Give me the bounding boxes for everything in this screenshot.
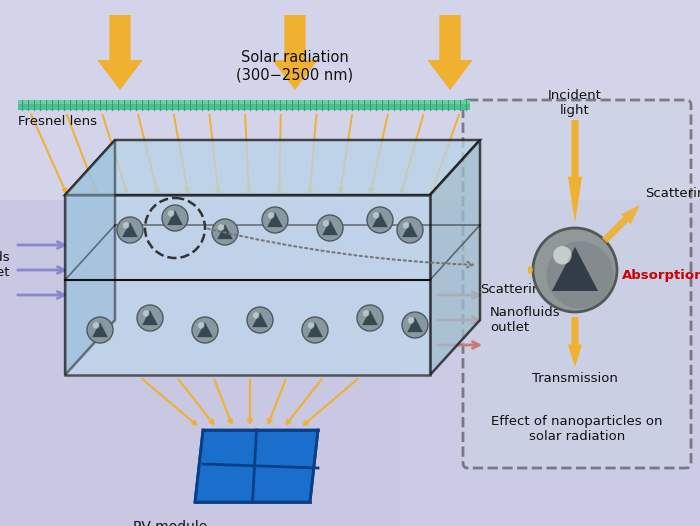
Circle shape (302, 317, 328, 343)
Text: Nanofluids
outlet: Nanofluids outlet (490, 306, 561, 334)
Circle shape (357, 305, 383, 331)
Bar (400, 0, 700, 526)
Bar (18, 100, 470, 104)
Polygon shape (65, 140, 115, 375)
Polygon shape (362, 310, 378, 325)
Bar (18, 100, 470, 110)
Polygon shape (195, 430, 318, 502)
Circle shape (123, 222, 130, 229)
Polygon shape (427, 15, 473, 90)
Polygon shape (402, 222, 418, 237)
Polygon shape (372, 212, 388, 227)
Text: Scattering: Scattering (480, 284, 549, 297)
Circle shape (93, 322, 99, 329)
Polygon shape (528, 263, 533, 277)
Bar (65, 195, 430, 375)
Circle shape (117, 217, 143, 243)
Polygon shape (568, 120, 582, 223)
Bar (0, 0, 700, 200)
Circle shape (323, 220, 330, 227)
Text: Incident
light: Incident light (548, 89, 602, 117)
Circle shape (253, 312, 260, 319)
Circle shape (308, 322, 314, 329)
Circle shape (317, 215, 343, 241)
Polygon shape (568, 317, 582, 367)
Polygon shape (407, 317, 423, 332)
Polygon shape (142, 310, 158, 325)
Circle shape (198, 322, 204, 329)
FancyBboxPatch shape (463, 100, 691, 468)
Circle shape (192, 317, 218, 343)
Circle shape (402, 312, 428, 338)
Text: PV module: PV module (133, 520, 207, 526)
Circle shape (262, 207, 288, 233)
Text: Scattering: Scattering (645, 187, 700, 200)
Polygon shape (267, 212, 283, 227)
Polygon shape (552, 247, 598, 291)
Text: Fresnel lens: Fresnel lens (18, 115, 97, 128)
Text: Absorption: Absorption (622, 268, 700, 281)
Polygon shape (65, 140, 480, 195)
Text: Transmission: Transmission (532, 372, 618, 385)
Circle shape (373, 212, 379, 219)
Circle shape (268, 212, 274, 219)
Circle shape (87, 317, 113, 343)
Polygon shape (252, 312, 268, 327)
Polygon shape (602, 205, 640, 243)
Circle shape (247, 307, 273, 333)
Polygon shape (97, 15, 143, 90)
Circle shape (168, 210, 174, 217)
Text: Solar radiation
(300−2500 nm): Solar radiation (300−2500 nm) (237, 50, 354, 83)
Circle shape (162, 205, 188, 231)
Polygon shape (272, 15, 318, 90)
Polygon shape (322, 220, 338, 235)
Circle shape (547, 241, 614, 309)
Polygon shape (430, 140, 480, 375)
Polygon shape (197, 322, 213, 337)
Circle shape (137, 305, 163, 331)
Text: Effect of nanoparticles on
solar radiation: Effect of nanoparticles on solar radiati… (491, 415, 663, 443)
Circle shape (363, 310, 370, 317)
Polygon shape (92, 322, 108, 337)
Text: Nanofluids
inlet: Nanofluids inlet (0, 251, 10, 279)
Polygon shape (217, 224, 233, 239)
Circle shape (403, 222, 410, 229)
Circle shape (218, 224, 224, 231)
Circle shape (553, 246, 572, 265)
Circle shape (212, 219, 238, 245)
Polygon shape (307, 322, 323, 337)
Circle shape (397, 217, 423, 243)
Polygon shape (122, 222, 138, 237)
Circle shape (367, 207, 393, 233)
Polygon shape (167, 210, 183, 225)
Circle shape (533, 228, 617, 312)
Circle shape (408, 317, 414, 323)
Circle shape (143, 310, 149, 317)
